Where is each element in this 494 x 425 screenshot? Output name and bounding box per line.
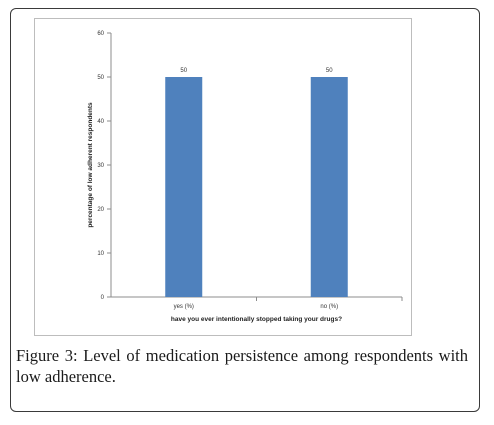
bar [165, 77, 203, 297]
y-axis-label: percentage of low adherent respondents [87, 102, 94, 228]
figure-caption: Figure 3: Level of medication persistenc… [16, 345, 468, 387]
y-tick-label: 20 [97, 207, 104, 213]
y-tick-label: 0 [101, 295, 105, 301]
bar-data-label: 50 [180, 68, 187, 74]
figure-caption-label: Figure 3: [16, 346, 78, 365]
bar-data-label: 50 [326, 68, 333, 74]
x-tick-label: no (%) [320, 304, 338, 310]
chart-bars: 50 50 [165, 68, 348, 297]
chart-axes: 0 10 20 30 40 50 60 yes (%) no (%) [97, 31, 403, 310]
y-tick-label: 60 [97, 31, 104, 37]
figure-frame [10, 8, 480, 412]
bar [310, 77, 348, 297]
y-tick-label: 10 [97, 251, 104, 257]
y-tick-label: 40 [97, 119, 104, 125]
x-axis-label: have you ever intentionally stopped taki… [171, 316, 342, 323]
figure-caption-text: Level of medication persistence among re… [16, 346, 468, 386]
y-tick-label: 50 [97, 75, 104, 81]
bar-chart: 0 10 20 30 40 50 60 yes (%) no (%) 50 50 have you… [87, 31, 403, 323]
x-tick-label: yes (%) [174, 304, 194, 310]
y-tick-label: 30 [97, 163, 104, 169]
chart-area-frame [34, 18, 412, 336]
